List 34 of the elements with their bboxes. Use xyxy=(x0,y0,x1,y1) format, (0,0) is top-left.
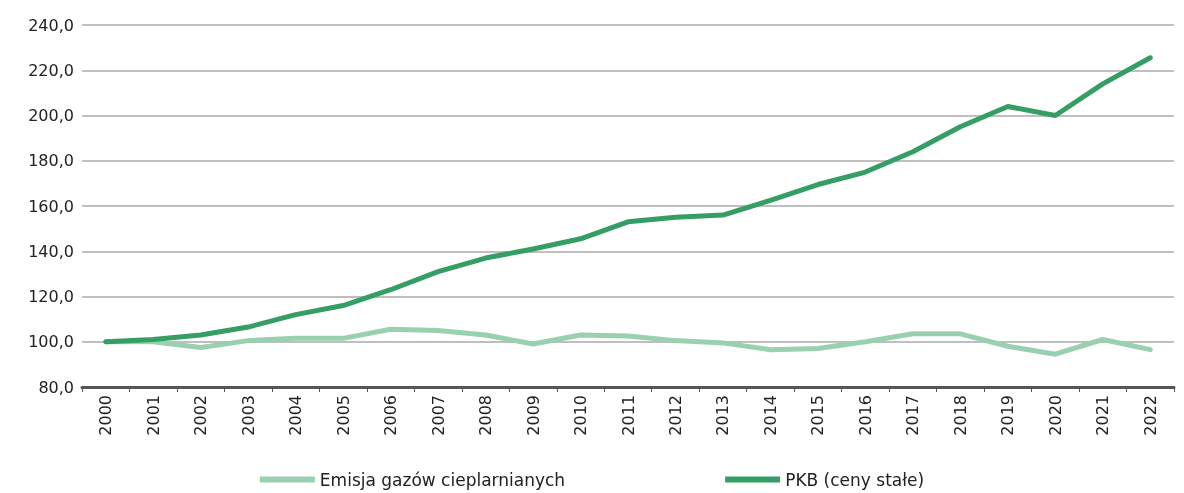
x-tick-label: 2007 xyxy=(428,395,448,436)
x-tick-label: 2011 xyxy=(618,395,638,436)
x-tick-label: 2005 xyxy=(333,395,353,436)
x-tick-label: 2014 xyxy=(760,395,780,436)
y-tick-label: 100,0 xyxy=(28,332,74,352)
x-tick-label: 2013 xyxy=(713,395,733,436)
y-tick-label: 140,0 xyxy=(28,241,74,261)
x-tick-label: 2020 xyxy=(1045,395,1065,436)
x-tick-label: 2022 xyxy=(1140,395,1160,436)
y-tick-label: 160,0 xyxy=(28,196,74,216)
y-tick-label: 200,0 xyxy=(28,106,74,125)
x-tick-label: 2019 xyxy=(998,395,1018,436)
x-tick-label: 2016 xyxy=(855,395,875,436)
x-tick-label: 2012 xyxy=(665,395,685,436)
x-tick-label: 2004 xyxy=(286,395,306,436)
y-tick-label: 220,0 xyxy=(28,60,74,80)
x-tick-label: 2018 xyxy=(950,395,970,436)
legend-label: Emisja gazów cieplarnianych xyxy=(319,469,566,490)
y-tick-label: 120,0 xyxy=(28,287,74,306)
x-tick-label: 2001 xyxy=(143,395,163,436)
y-tick-label: 240,0 xyxy=(28,15,74,35)
x-tick-label: 2021 xyxy=(1093,395,1113,436)
x-tick-label: 2009 xyxy=(523,395,543,436)
x-tick-label: 2002 xyxy=(191,395,211,436)
legend-label: PKB (ceny stałe) xyxy=(785,469,925,490)
x-tick-label: 2017 xyxy=(903,395,923,436)
x-tick-label: 2015 xyxy=(808,395,828,436)
x-tick-label: 2010 xyxy=(571,395,591,436)
x-tick-label: 2006 xyxy=(381,395,401,436)
x-tick-label: 2008 xyxy=(476,395,496,436)
x-tick-label: 2000 xyxy=(96,395,116,436)
y-tick-label: 180,0 xyxy=(28,151,74,171)
x-tick-label: 2003 xyxy=(238,395,258,436)
y-tick-label: 80,0 xyxy=(38,377,74,397)
